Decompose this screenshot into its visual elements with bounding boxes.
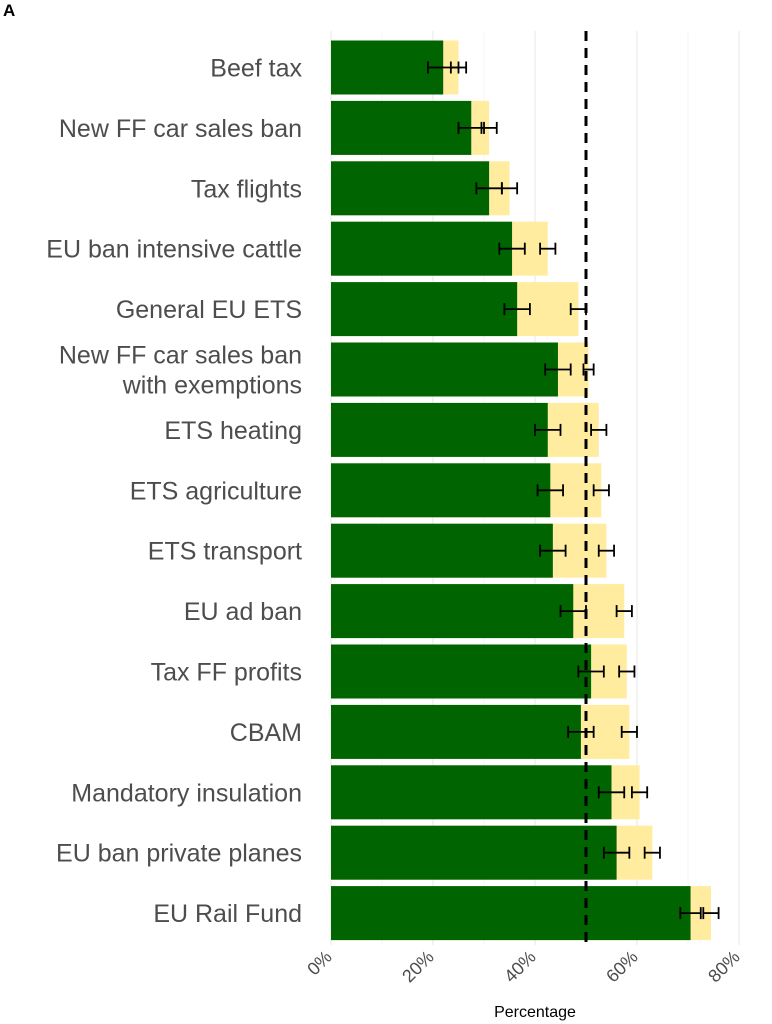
error-bars-group: [426, 61, 720, 920]
error-bar-support-incl-somewhat-9: [615, 605, 633, 618]
category-label-9: EU ad ban: [184, 598, 302, 626]
error-bar-support-10: [577, 665, 605, 678]
bar-support-11: [331, 704, 581, 759]
x-tick-labels: 0% 20% 40% 60% 80%: [303, 947, 744, 987]
error-bar-support-14: [679, 907, 702, 920]
error-bar-support-incl-somewhat-10: [618, 665, 636, 678]
category-label-12: Mandatory insulation: [71, 779, 302, 807]
bars-group: [331, 40, 711, 941]
x-tick-label-20: 20%: [398, 947, 438, 987]
error-bar-support-3: [498, 242, 526, 255]
category-label-10: Tax FF profits: [151, 659, 302, 687]
error-bar-support-incl-somewhat-7: [592, 484, 610, 497]
category-label-11: CBAM: [230, 719, 302, 747]
x-axis-title: Percentage: [494, 1004, 576, 1021]
error-bar-support-incl-somewhat-13: [643, 846, 661, 859]
category-label-14: EU Rail Fund: [153, 900, 302, 928]
category-label-6: ETS heating: [164, 417, 302, 445]
bar-support-6: [331, 402, 548, 457]
bar-support-9: [331, 584, 574, 639]
bar-support-5: [331, 342, 558, 397]
bar-support-8: [331, 523, 553, 578]
error-bar-support-incl-somewhat-12: [631, 786, 649, 799]
category-label-4: General EU ETS: [116, 296, 302, 324]
bar-support-13: [331, 825, 617, 880]
error-bar-support-incl-somewhat-14: [702, 907, 720, 920]
error-bar-support-incl-somewhat-0: [449, 61, 468, 74]
error-bar-support-incl-somewhat-5: [582, 363, 595, 376]
category-label-3: EU ban intensive cattle: [46, 236, 302, 264]
bar-support-12: [331, 765, 612, 820]
error-bar-support-incl-somewhat-8: [597, 544, 615, 557]
bar-support-1: [331, 100, 472, 155]
error-bar-support-6: [534, 423, 562, 436]
category-labels: Beef tax New FF car sales ban Tax flights E…: [46, 55, 302, 929]
category-label-5-line0: New FF car sales ban: [59, 342, 302, 370]
x-tick-label-0: 0%: [303, 947, 336, 980]
bar-support-7: [331, 463, 551, 518]
error-bar-support-incl-somewhat-6: [590, 423, 608, 436]
bar-support-10: [331, 644, 592, 699]
category-label-7: ETS agriculture: [130, 477, 302, 505]
bar-support-4: [331, 282, 518, 337]
error-bar-support-incl-somewhat-11: [620, 725, 638, 738]
bar-support-3: [331, 221, 513, 276]
x-tick-label-60: 60%: [602, 947, 642, 987]
category-label-8: ETS transport: [148, 538, 302, 566]
error-bar-support-incl-somewhat-1: [480, 121, 498, 134]
category-label-5-line1: with exemptions: [122, 372, 302, 400]
error-bar-support-4: [503, 303, 531, 316]
error-bar-support-13: [602, 846, 631, 859]
error-bar-support-7: [536, 484, 564, 497]
x-tick-label-40: 40%: [500, 947, 540, 987]
error-bar-support-incl-somewhat-2: [500, 182, 519, 195]
error-bar-support-11: [567, 725, 595, 738]
error-bar-support-5: [544, 363, 572, 376]
bar-support-14: [331, 886, 691, 941]
panel-label: A: [3, 1, 15, 20]
x-tick-label-80: 80%: [704, 947, 744, 987]
category-label-2: Tax flights: [191, 175, 302, 203]
error-bar-support-incl-somewhat-3: [539, 242, 557, 255]
error-bar-support-12: [597, 786, 626, 799]
error-bar-support-8: [539, 544, 567, 557]
category-label-0: Beef tax: [210, 55, 302, 83]
bar-support-0: [331, 40, 444, 95]
category-label-13: EU ban private planes: [56, 840, 302, 868]
bar-support-2: [331, 161, 490, 216]
category-label-1: New FF car sales ban: [59, 115, 302, 143]
